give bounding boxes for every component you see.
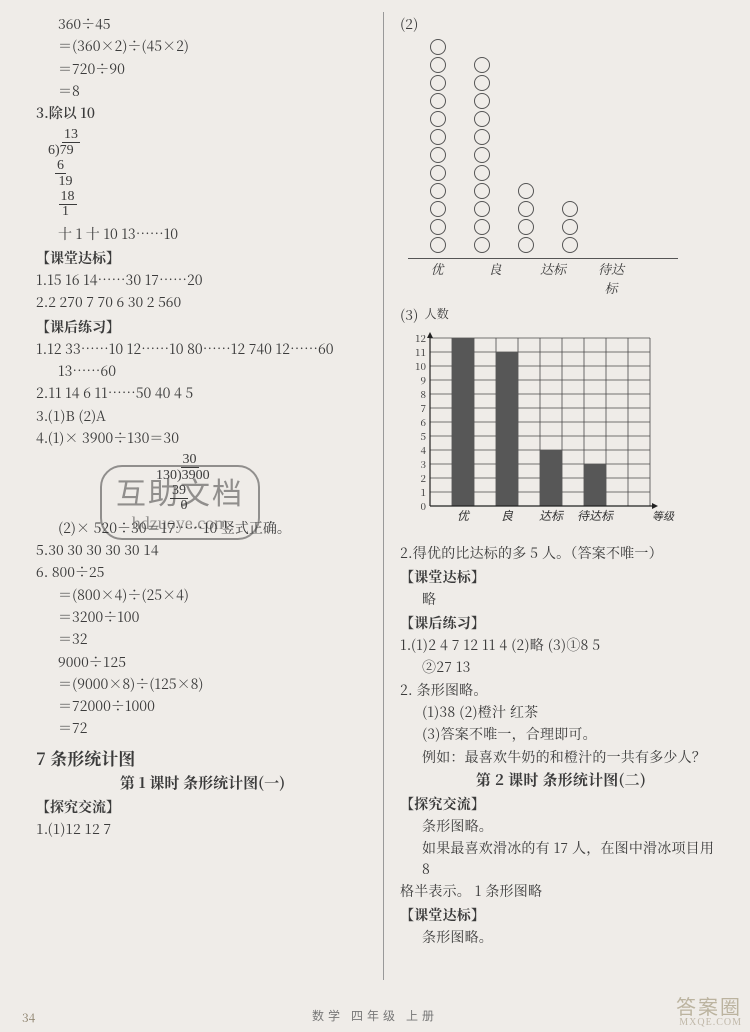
- kh-line: ＝(800×4)÷(25×4): [36, 585, 369, 605]
- kh-line: ＝72000÷1000: [36, 696, 369, 716]
- svg-text:12: 12: [415, 332, 427, 345]
- carry-line: 十 1 十 10 13……10: [36, 224, 369, 244]
- svg-text:待达标: 待达标: [577, 509, 615, 523]
- kh-line: 9000÷125: [36, 652, 369, 672]
- kt2-body: 条形图略。: [400, 927, 722, 947]
- bar-chart: 1234567891011120优良达标待达标等级: [400, 332, 722, 541]
- kh-title-r: 【课后练习】: [400, 613, 722, 633]
- bottom-right-logo: 答案圈 MXQE.COM: [676, 998, 742, 1028]
- kh-title: 【课后练习】: [36, 317, 369, 337]
- svg-text:3: 3: [421, 456, 427, 471]
- svg-text:6: 6: [421, 414, 427, 429]
- ans2: 2.得优的比达标的多 5 人。（答案不唯一）: [400, 543, 722, 563]
- kt-line: 1.15 16 14……30 17……20: [36, 270, 369, 290]
- kt-title-r: 【课堂达标】: [400, 567, 722, 587]
- kt-title: 【课堂达标】: [36, 248, 369, 268]
- step2: ＝720÷90: [36, 59, 369, 79]
- svg-text:9: 9: [421, 372, 427, 387]
- dot-pictograph: 优良达标待达标: [400, 38, 722, 297]
- svg-text:7: 7: [421, 400, 427, 415]
- kh-line: (2)× 520÷30＝17……10 竖式正确。: [36, 518, 369, 538]
- svg-text:优: 优: [457, 509, 471, 523]
- page-number: 34: [22, 1009, 35, 1026]
- chart-yaxis-label: 人数: [425, 305, 449, 322]
- tj-line: 格半表示。 1 条形图略: [400, 881, 722, 901]
- q2-label: (2): [400, 14, 722, 34]
- kh-line: 例如：最喜欢牛奶的和橙汁的一共有多少人？: [400, 747, 722, 767]
- footer: 数学 四年级 上册: [0, 1007, 750, 1024]
- kt-body-r: 略: [400, 589, 722, 609]
- tj-title-r: 【探究交流】: [400, 794, 722, 814]
- kt-line: 2.2 270 7 70 6 30 2 560: [36, 292, 369, 312]
- kh-line: ＝32: [36, 629, 369, 649]
- kh-line: 13……60: [36, 361, 369, 381]
- tj-line: 如果最喜欢滑冰的有 17 人，在图中滑冰项目用 8: [400, 838, 722, 879]
- tj-line: 条形图略。: [400, 816, 722, 836]
- step3: ＝8: [36, 81, 369, 101]
- lesson2-title: 第 2 课时 条形统计图(二): [400, 769, 722, 790]
- kh-line: 4.(1)× 3900÷130＝30: [36, 428, 369, 448]
- kh-line: 6. 800÷25: [36, 562, 369, 582]
- kh-line: ＝3200÷100: [36, 607, 369, 627]
- svg-text:良: 良: [501, 509, 514, 523]
- svg-text:1: 1: [421, 484, 427, 499]
- chapter-title: 7 条形统计图: [36, 745, 369, 770]
- q3-title: 3.除以 10: [36, 103, 369, 123]
- left-column: 360÷45 ＝(360×2)÷(45×2) ＝720÷90 ＝8 3.除以 1…: [36, 12, 383, 980]
- kh-line: (1)38 (2)橙汁 红茶: [400, 702, 722, 722]
- kh-line: ＝(9000×8)÷(125×8): [36, 674, 369, 694]
- kh-line: 2. 条形图略。: [400, 680, 722, 700]
- lesson-title: 第 1 课时 条形统计图(一): [36, 772, 369, 793]
- tj-line: 1.(1)12 12 7: [36, 819, 369, 839]
- kh-line: 1.12 33……10 12……10 80……12 740 12……60: [36, 339, 369, 359]
- svg-text:10: 10: [415, 358, 426, 373]
- svg-text:5: 5: [421, 428, 427, 443]
- expr: 360÷45: [36, 14, 369, 34]
- kh-line: 2.11 14 6 11……50 40 4 5: [36, 383, 369, 403]
- svg-text:4: 4: [421, 442, 427, 457]
- long-division-1: 13 6)79 6 19 18 1: [48, 127, 80, 219]
- step1: ＝(360×2)÷(45×2): [36, 36, 369, 56]
- svg-text:达标: 达标: [539, 509, 565, 523]
- kh-line: 1.(1)2 4 7 12 11 4 (2)略 (3)①8 5: [400, 635, 722, 655]
- svg-text:2: 2: [421, 470, 427, 485]
- kh-line: (3)答案不唯一，合理即可。: [400, 724, 722, 744]
- svg-text:0: 0: [421, 498, 427, 513]
- kh-line: ＝72: [36, 718, 369, 738]
- kh-line: 3.(1)B (2)A: [36, 406, 369, 426]
- right-column: (2) 优良达标待达标 (3) 人数 1234567891011120优良达标待…: [383, 12, 730, 980]
- q3-label: (3): [400, 305, 419, 325]
- tj-title: 【探究交流】: [36, 797, 369, 817]
- svg-text:8: 8: [421, 386, 427, 401]
- long-division-2: 30 130)3900 39 0: [156, 452, 210, 514]
- svg-text:等级: 等级: [652, 510, 675, 523]
- kt2-title: 【课堂达标】: [400, 905, 722, 925]
- svg-text:11: 11: [415, 344, 426, 359]
- kh-line: ②27 13: [400, 657, 722, 677]
- kh-line: 5.30 30 30 30 30 14: [36, 540, 369, 560]
